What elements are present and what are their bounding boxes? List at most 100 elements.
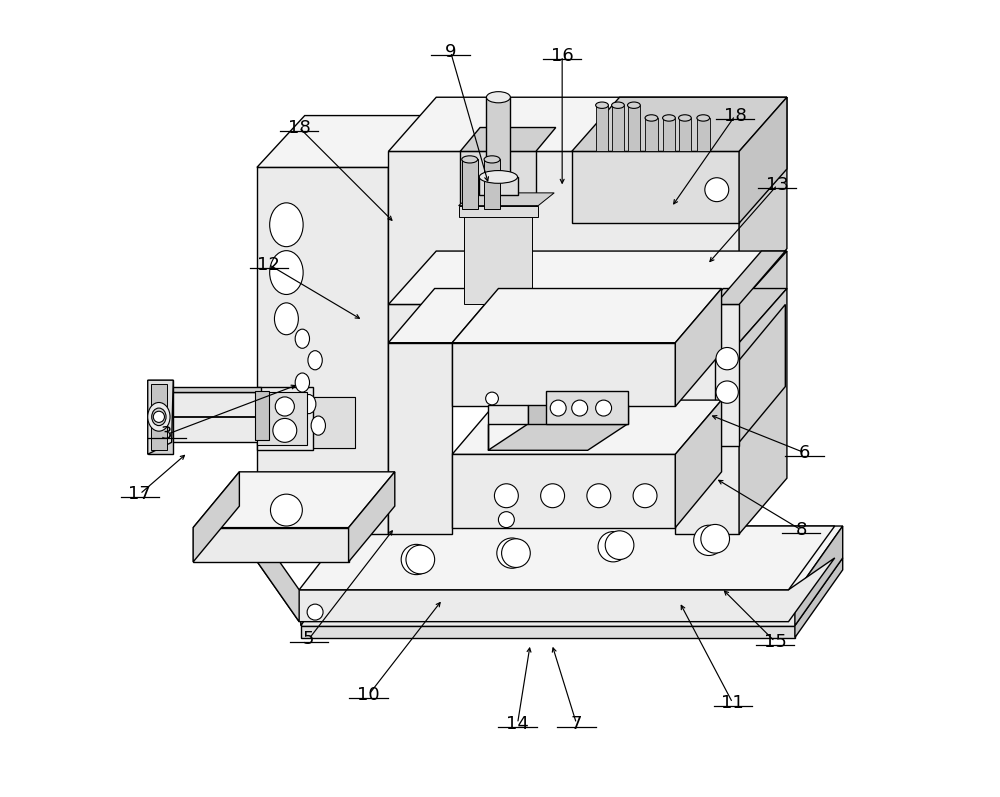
Circle shape [273, 418, 297, 442]
Polygon shape [459, 206, 538, 217]
Text: 15: 15 [764, 633, 786, 650]
Polygon shape [675, 400, 722, 528]
Circle shape [498, 512, 514, 528]
Polygon shape [255, 526, 299, 622]
Text: 18: 18 [724, 107, 746, 124]
Text: 14: 14 [506, 715, 529, 732]
Polygon shape [488, 405, 528, 450]
Text: 7: 7 [571, 715, 582, 732]
Polygon shape [452, 400, 722, 454]
Polygon shape [172, 392, 261, 442]
Circle shape [694, 525, 724, 556]
Text: 6: 6 [799, 444, 810, 461]
Ellipse shape [270, 250, 303, 295]
Text: 5: 5 [303, 630, 314, 648]
Ellipse shape [270, 203, 303, 247]
Text: 12: 12 [257, 256, 280, 273]
Text: 9: 9 [445, 43, 456, 61]
Circle shape [701, 524, 730, 553]
Polygon shape [459, 193, 554, 206]
Polygon shape [795, 558, 843, 638]
Ellipse shape [302, 395, 316, 414]
Polygon shape [715, 251, 785, 304]
Polygon shape [675, 343, 739, 534]
Ellipse shape [612, 102, 624, 108]
Polygon shape [572, 97, 787, 151]
Ellipse shape [479, 171, 518, 183]
Circle shape [275, 397, 294, 416]
Circle shape [550, 400, 566, 416]
Polygon shape [715, 304, 739, 446]
Polygon shape [452, 454, 675, 528]
Polygon shape [479, 177, 518, 195]
Ellipse shape [462, 156, 478, 163]
Ellipse shape [295, 373, 310, 392]
Polygon shape [349, 472, 395, 562]
Polygon shape [151, 384, 167, 450]
Circle shape [153, 411, 164, 422]
Text: 8: 8 [796, 521, 807, 539]
Circle shape [587, 484, 611, 508]
Polygon shape [148, 380, 173, 454]
Polygon shape [257, 167, 388, 534]
Circle shape [716, 347, 738, 370]
Circle shape [494, 484, 518, 508]
Circle shape [497, 538, 527, 568]
Polygon shape [546, 391, 628, 424]
Polygon shape [663, 118, 675, 151]
Polygon shape [452, 343, 675, 406]
Text: 16: 16 [551, 47, 574, 65]
Ellipse shape [479, 189, 518, 202]
Polygon shape [388, 251, 787, 304]
Polygon shape [193, 528, 349, 562]
Polygon shape [596, 105, 608, 151]
Ellipse shape [628, 102, 640, 108]
Circle shape [541, 484, 565, 508]
Polygon shape [301, 594, 795, 626]
Text: 17: 17 [128, 485, 151, 503]
Ellipse shape [596, 102, 608, 108]
Circle shape [406, 545, 435, 574]
Polygon shape [301, 526, 349, 626]
Polygon shape [679, 118, 691, 151]
Circle shape [486, 392, 498, 405]
Polygon shape [464, 151, 532, 304]
Polygon shape [739, 289, 787, 534]
Text: 13: 13 [766, 176, 789, 194]
Ellipse shape [486, 178, 510, 189]
Circle shape [307, 604, 323, 620]
Polygon shape [193, 472, 239, 562]
Polygon shape [675, 289, 722, 406]
Ellipse shape [308, 351, 322, 370]
Polygon shape [462, 159, 478, 209]
Polygon shape [388, 304, 739, 343]
Text: 3: 3 [161, 426, 173, 443]
Polygon shape [612, 105, 624, 151]
Circle shape [716, 381, 738, 403]
Circle shape [502, 539, 530, 567]
Polygon shape [739, 304, 785, 442]
Polygon shape [697, 118, 710, 151]
Polygon shape [572, 151, 739, 223]
Polygon shape [628, 105, 640, 151]
Polygon shape [255, 558, 835, 622]
Polygon shape [460, 151, 536, 209]
Ellipse shape [148, 402, 170, 431]
Polygon shape [795, 526, 843, 626]
Text: 10: 10 [357, 686, 380, 704]
Circle shape [401, 544, 431, 575]
Polygon shape [645, 118, 658, 151]
Polygon shape [388, 151, 739, 304]
Polygon shape [261, 397, 355, 448]
Ellipse shape [274, 303, 298, 335]
Polygon shape [148, 380, 173, 454]
Polygon shape [452, 289, 722, 343]
Polygon shape [488, 424, 628, 450]
Polygon shape [301, 526, 843, 594]
Polygon shape [739, 97, 787, 223]
Ellipse shape [484, 156, 500, 163]
Polygon shape [484, 159, 500, 209]
Ellipse shape [152, 408, 166, 426]
Polygon shape [388, 343, 452, 534]
Polygon shape [388, 97, 787, 151]
